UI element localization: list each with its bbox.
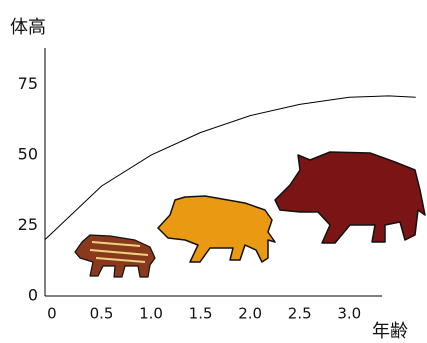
line — [44, 95, 416, 240]
y-tick-label: 50 — [18, 145, 38, 164]
y-axis-label: 体高 — [10, 17, 46, 38]
y-tick-label: 0 — [28, 286, 38, 305]
piglet — [74, 234, 156, 278]
x-tick-label: 0.5 — [90, 305, 114, 323]
x-axis-label: 年齢 — [372, 321, 408, 342]
x-tick-label: 3.0 — [337, 305, 361, 323]
y-tick-label: 75 — [18, 74, 38, 93]
x-tick-label: 1.0 — [139, 305, 163, 323]
boar-large — [274, 151, 426, 244]
x-tick-label: 2.0 — [238, 305, 262, 323]
x-tick-label: 1.5 — [189, 305, 213, 323]
x-tick-label: 2.5 — [288, 305, 312, 323]
x-tick-label: 0 — [47, 305, 57, 323]
y-tick-label: 25 — [18, 215, 38, 234]
boar-medium — [157, 195, 276, 263]
